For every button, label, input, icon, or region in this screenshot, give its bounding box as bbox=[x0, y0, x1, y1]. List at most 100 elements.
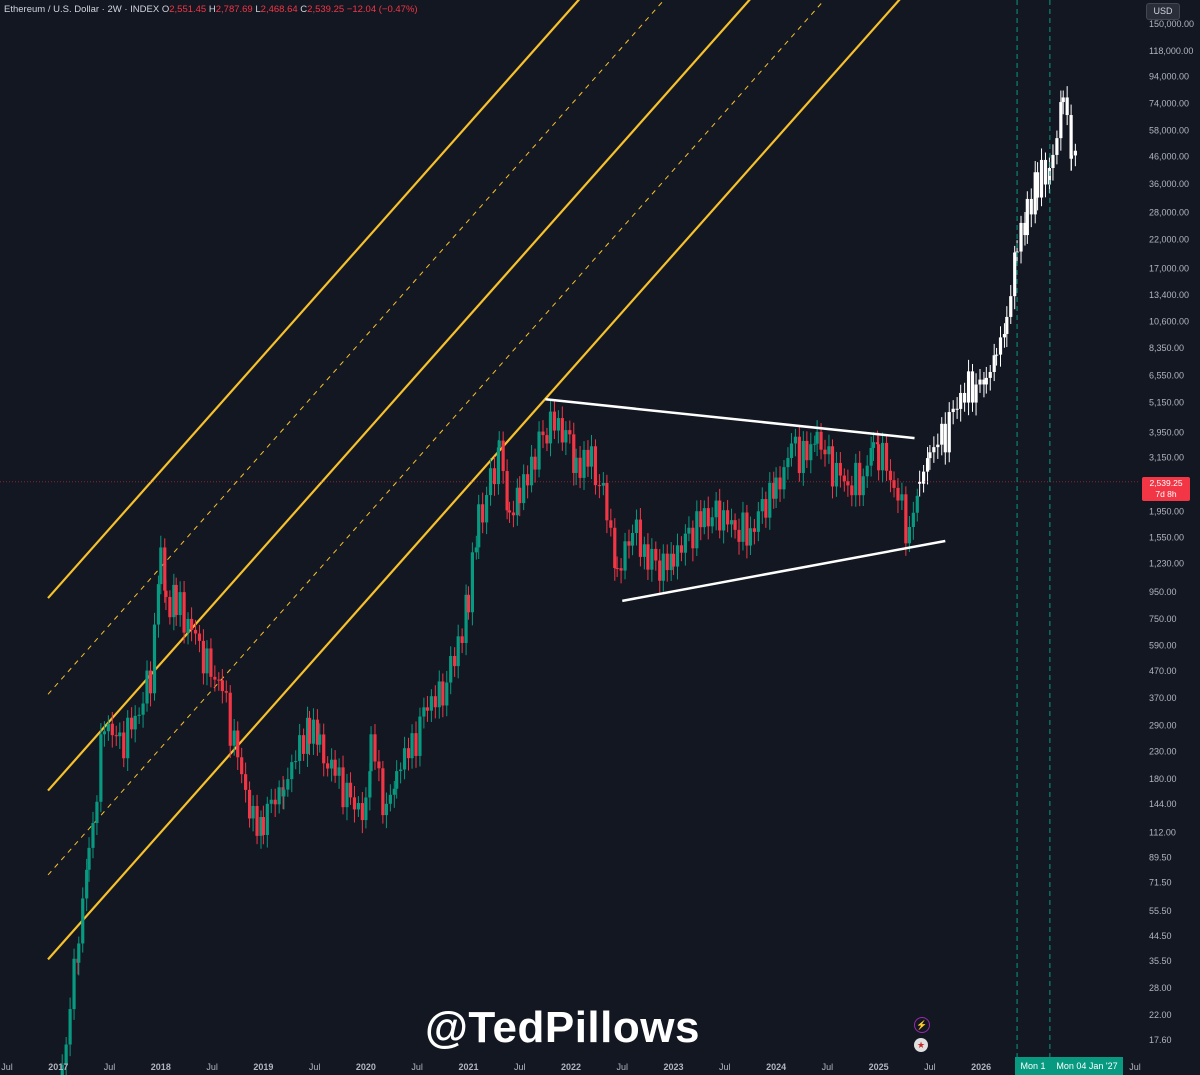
candle-body bbox=[232, 730, 236, 746]
candle-body bbox=[613, 527, 617, 569]
candle-body bbox=[182, 592, 186, 633]
candle-body bbox=[932, 447, 936, 453]
candle-body bbox=[290, 762, 294, 780]
low-label: L bbox=[255, 4, 261, 15]
x-tick-label: Jul bbox=[719, 1062, 731, 1072]
y-tick-label: 1,950.00 bbox=[1149, 507, 1184, 517]
candle-body bbox=[399, 769, 403, 772]
y-tick-label: 6,550.00 bbox=[1149, 371, 1184, 381]
candle-body bbox=[842, 475, 846, 482]
candle-body bbox=[315, 719, 319, 745]
candle-body bbox=[429, 696, 433, 711]
x-tick-label: 2019 bbox=[253, 1062, 273, 1072]
candle-body bbox=[437, 681, 441, 708]
candle-body bbox=[925, 458, 930, 472]
candle-body bbox=[152, 624, 157, 694]
candle-body bbox=[529, 456, 534, 486]
trendlines bbox=[0, 398, 1140, 603]
candle-body bbox=[1019, 222, 1023, 252]
candle-body bbox=[815, 431, 819, 444]
candle-body bbox=[564, 430, 568, 443]
candle-body bbox=[671, 553, 676, 567]
candle-body bbox=[406, 748, 411, 759]
y-tick-label: 150,000.00 bbox=[1149, 19, 1194, 29]
candle-body bbox=[348, 782, 353, 798]
candle-body bbox=[778, 477, 782, 490]
candle-body bbox=[507, 510, 512, 513]
candle-body bbox=[217, 679, 221, 681]
y-tick-label: 118,000.00 bbox=[1149, 46, 1193, 56]
candle-body bbox=[718, 500, 722, 531]
candle-body bbox=[597, 485, 601, 487]
candle-body bbox=[102, 731, 107, 735]
watermark: @TedPillows bbox=[425, 1003, 700, 1052]
candle-body bbox=[329, 759, 334, 769]
candle-body bbox=[1009, 296, 1013, 317]
candle-body bbox=[646, 544, 650, 570]
channel-line-mid bbox=[47, 0, 751, 792]
candle-body bbox=[786, 458, 790, 468]
candle-body bbox=[589, 446, 594, 467]
candle-body bbox=[172, 584, 176, 618]
candle-body bbox=[623, 541, 627, 571]
candle-body bbox=[384, 803, 389, 816]
currency-button[interactable]: USD bbox=[1146, 3, 1180, 20]
candle-body bbox=[318, 734, 322, 745]
candle-body bbox=[484, 495, 489, 523]
symbol-header: Ethereum / U.S. Dollar · 2W · INDEX O2,5… bbox=[4, 4, 418, 15]
y-tick-label: 3,150.00 bbox=[1149, 453, 1184, 463]
candle-body bbox=[251, 805, 255, 819]
candle-body bbox=[456, 636, 460, 667]
candle-body bbox=[809, 444, 813, 461]
candle-body bbox=[888, 470, 893, 481]
candle-body bbox=[741, 512, 745, 542]
candle-body bbox=[533, 456, 537, 470]
candle-body bbox=[168, 596, 172, 618]
candle-body bbox=[760, 499, 764, 512]
change-value: −12.04 (−0.47%) bbox=[346, 4, 418, 15]
candle-body bbox=[756, 511, 760, 532]
candle-body bbox=[305, 717, 310, 754]
candle-body bbox=[395, 771, 399, 789]
candle-body bbox=[634, 519, 639, 534]
candle-body bbox=[87, 847, 91, 870]
y-tick-label: 144.00 bbox=[1149, 799, 1177, 809]
candle-body bbox=[982, 379, 986, 385]
flash-icon[interactable]: ⚡ bbox=[914, 1017, 930, 1033]
candle-body bbox=[619, 568, 623, 571]
candle-body bbox=[654, 548, 658, 561]
candle-body bbox=[477, 504, 481, 548]
candle-body bbox=[240, 757, 244, 775]
high-label: H bbox=[208, 4, 216, 15]
candle-body bbox=[294, 760, 298, 763]
candle-body bbox=[228, 692, 232, 746]
candle-body bbox=[91, 823, 95, 848]
symbol-name: Ethereum / U.S. Dollar · 2W · INDEX bbox=[4, 4, 160, 15]
candle-body bbox=[970, 371, 975, 403]
candle-body bbox=[148, 670, 153, 694]
candle-body bbox=[687, 527, 691, 534]
y-tick-label: 17.60 bbox=[1149, 1035, 1172, 1045]
us-flag-icon[interactable]: ★ bbox=[914, 1038, 928, 1052]
bar-countdown: 7d 8h bbox=[1155, 489, 1177, 499]
candle-body bbox=[1051, 154, 1055, 169]
candle-body bbox=[605, 482, 609, 521]
y-tick-label: 750.00 bbox=[1149, 614, 1177, 624]
candle-body bbox=[326, 763, 330, 769]
candle-body bbox=[661, 553, 665, 581]
candle-body bbox=[352, 797, 357, 810]
candle-body bbox=[501, 440, 505, 472]
candle-body bbox=[209, 648, 213, 677]
y-tick-label: 22.00 bbox=[1149, 1010, 1172, 1020]
candle-body bbox=[764, 499, 768, 518]
y-tick-label: 8,350.00 bbox=[1149, 343, 1184, 353]
candle-body bbox=[782, 467, 786, 490]
candle-body bbox=[77, 943, 81, 963]
candle-body bbox=[733, 520, 737, 530]
candle-body bbox=[943, 423, 947, 453]
y-tick-label: 470.00 bbox=[1149, 666, 1177, 676]
close-label: C bbox=[300, 4, 308, 15]
candle-body bbox=[197, 633, 202, 641]
candle-body bbox=[110, 723, 114, 736]
